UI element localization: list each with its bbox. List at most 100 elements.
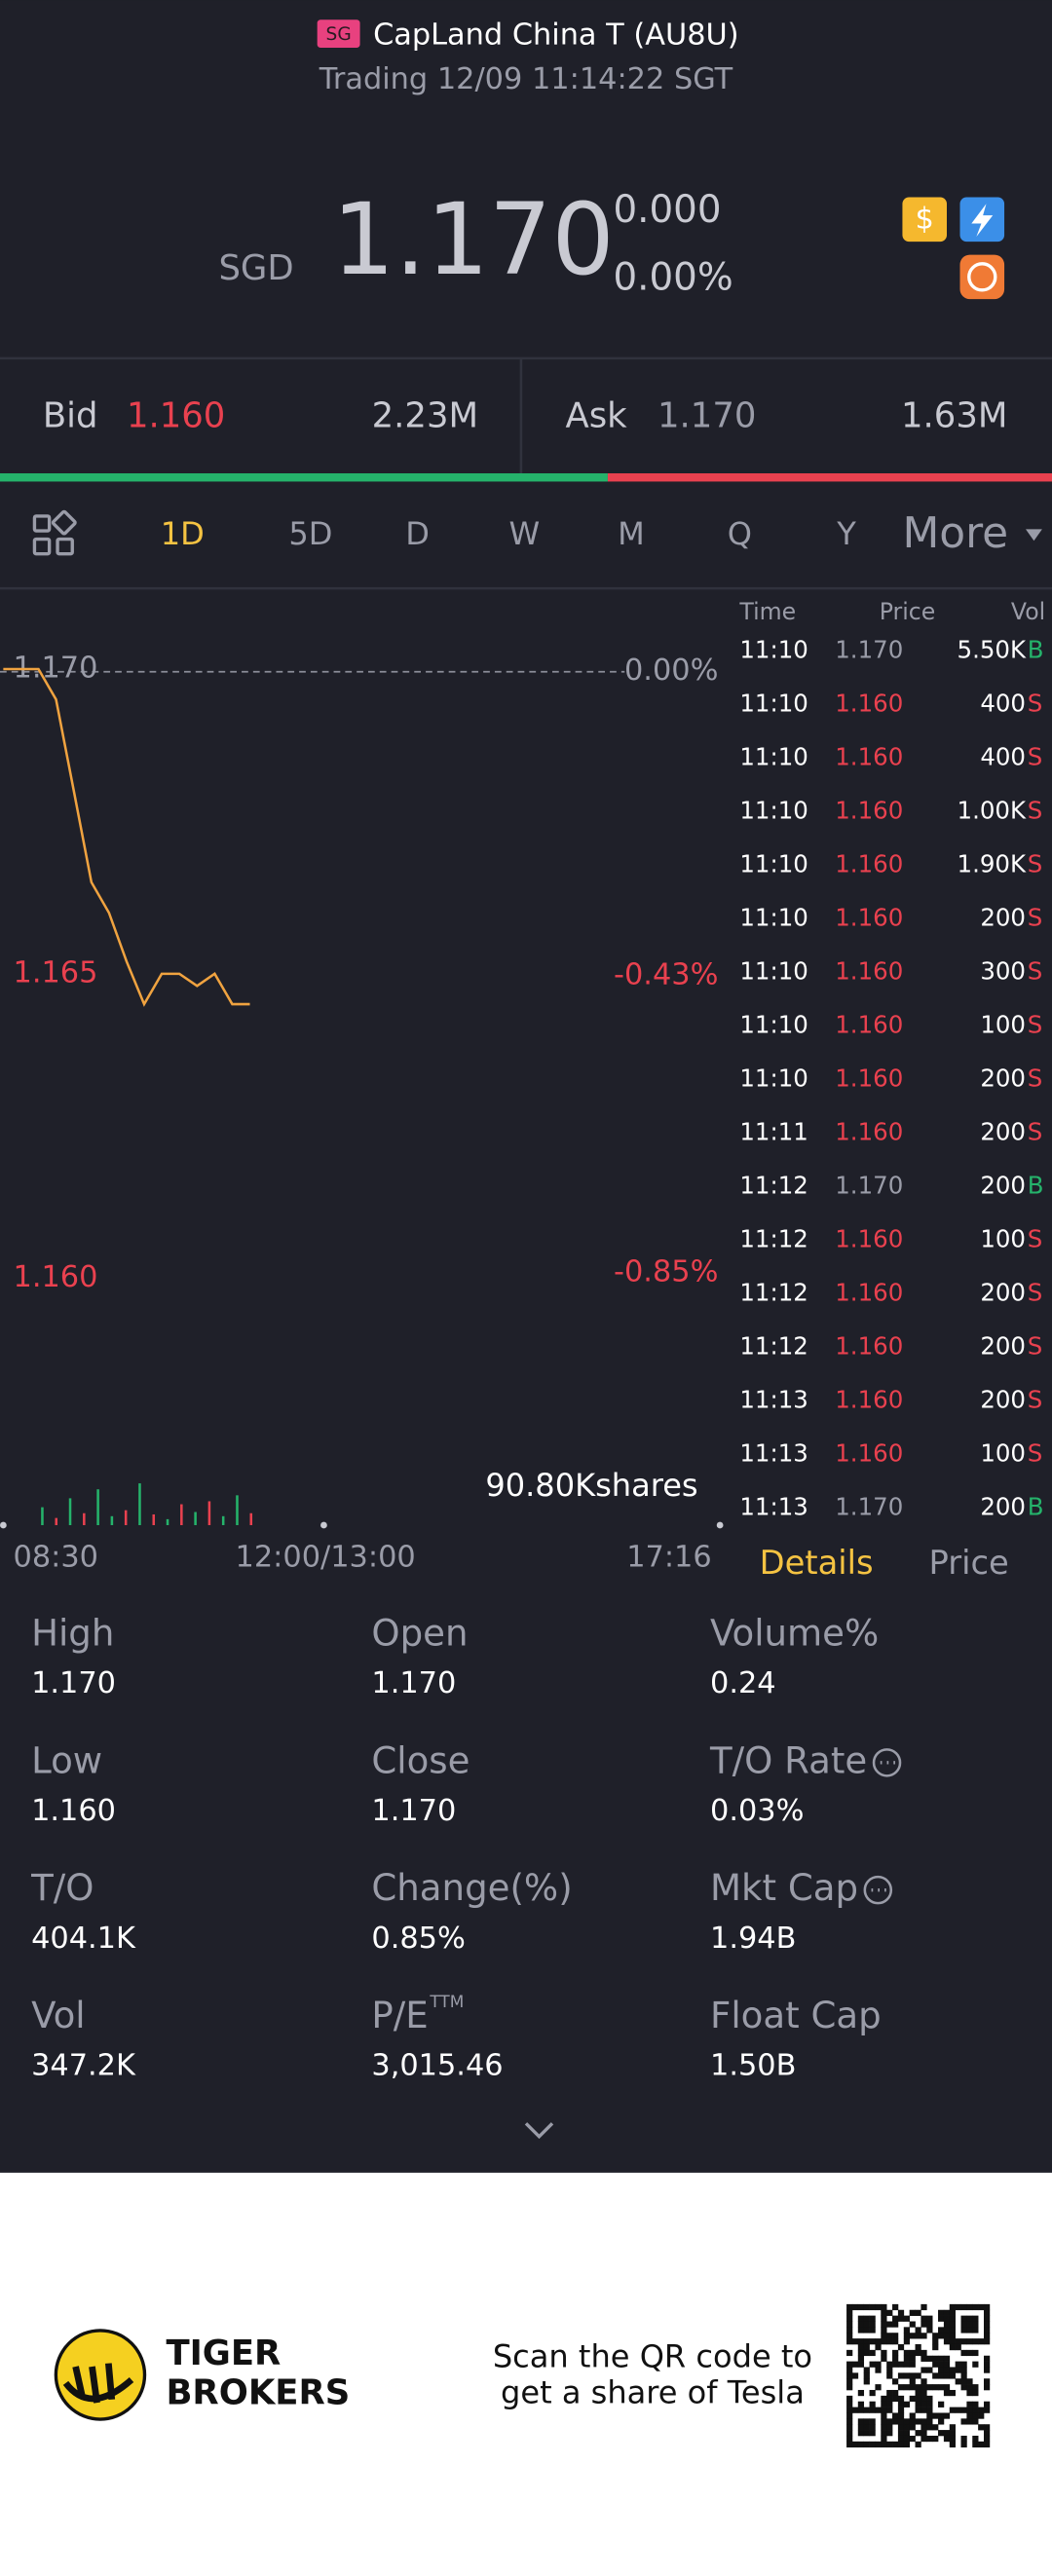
expand-chevron[interactable] [524, 2122, 554, 2140]
period-tab[interactable]: More [902, 508, 1008, 558]
qr-cell [846, 2321, 853, 2328]
detail-tab[interactable]: Details [760, 1544, 874, 1582]
qr-cell [915, 2430, 921, 2437]
qr-cell [920, 2333, 927, 2339]
period-tab[interactable]: 1D [161, 515, 205, 552]
qr-cell [857, 2338, 865, 2345]
trade-price: 1.160 [835, 849, 903, 877]
icon-option[interactable] [959, 254, 1005, 300]
qr-cell [909, 2333, 916, 2339]
qr-cell [881, 2303, 887, 2311]
volume-bar [180, 1504, 183, 1526]
qr-cell [903, 2418, 910, 2425]
qr-cell [869, 2441, 876, 2448]
qr-cell [915, 2418, 921, 2425]
qr-cell [920, 2401, 927, 2408]
qr-cell [897, 2395, 905, 2403]
qr-cell [846, 2327, 853, 2333]
qr-cell [903, 2315, 910, 2322]
qr-cell [881, 2412, 887, 2419]
qr-cell [863, 2303, 870, 2311]
period-tab[interactable]: Y [836, 515, 856, 552]
detail-value: 1.50B [710, 2049, 796, 2083]
qr-cell [960, 2378, 967, 2385]
trade-side: S [1028, 849, 1043, 877]
layout-icon[interactable] [32, 509, 77, 556]
qr-cell [949, 2343, 956, 2351]
qr-cell [851, 2303, 859, 2311]
qr-cell [966, 2338, 973, 2345]
qr-cell [892, 2321, 899, 2328]
qr-cell [869, 2418, 876, 2425]
price-line [3, 667, 250, 1007]
qr-cell [938, 2372, 945, 2379]
qr-cell [972, 2441, 979, 2448]
icon-glyph: $ [916, 203, 934, 237]
trade-vol: 200 [980, 1331, 1026, 1360]
period-tab[interactable]: 5D [288, 515, 332, 552]
qr-cell [881, 2321, 887, 2328]
y-tick-label: 1.160 [14, 1260, 98, 1294]
qr-cell [875, 2441, 882, 2448]
trade-time: 11:12 [739, 1278, 808, 1306]
qr-cell [897, 2435, 905, 2443]
qr-cell [857, 2389, 865, 2397]
qr-cell [892, 2349, 899, 2357]
qr-cell [886, 2333, 893, 2339]
qr-cell [972, 2321, 979, 2328]
qr-cell [972, 2327, 979, 2333]
qr-cell [960, 2315, 967, 2322]
trade-side: S [1028, 1331, 1043, 1360]
qr-cell [938, 2418, 945, 2425]
trade-price: 1.170 [835, 1171, 903, 1199]
qr-cell [881, 2355, 887, 2362]
stock-title: CapLand China T (AU8U) [373, 19, 739, 53]
info-icon[interactable] [863, 1875, 893, 1905]
qr-cell [949, 2407, 956, 2413]
qr-cell [960, 2407, 967, 2413]
qr-cell [846, 2407, 853, 2413]
trade-price: 1.160 [835, 1010, 903, 1038]
qr-cell [915, 2327, 921, 2333]
detail-label: High [31, 1613, 114, 1655]
period-tab[interactable]: W [508, 515, 540, 552]
qr-cell [920, 2418, 927, 2425]
info-icon[interactable] [872, 1748, 902, 1777]
qr-cell [984, 2424, 991, 2431]
trade-price: 1.160 [835, 1117, 903, 1145]
qr-cell [926, 2321, 933, 2328]
qr-cell [869, 2361, 876, 2368]
qr-cell [863, 2430, 870, 2437]
qr-cell [909, 2321, 916, 2328]
qr-cell [955, 2343, 961, 2351]
detail-value: 347.2K [31, 2049, 136, 2083]
qr-cell [978, 2338, 985, 2345]
qr-cell [966, 2384, 973, 2391]
trade-vol: 200 [980, 1117, 1026, 1145]
trade-time: 11:13 [739, 1492, 808, 1520]
bid-size: 2.23M [372, 396, 478, 436]
qr-cell [846, 2424, 853, 2431]
qr-cell [920, 2355, 927, 2362]
trade-price: 1.160 [835, 1278, 903, 1306]
qr-cell [984, 2333, 991, 2339]
qr-cell [863, 2327, 870, 2333]
period-tab[interactable]: D [405, 515, 430, 552]
promo: Scan the QR code to [493, 2338, 812, 2375]
qr-cell [915, 2401, 921, 2408]
period-tab[interactable]: Q [728, 515, 752, 552]
qr-cell [846, 2338, 853, 2345]
icon-dollar[interactable] [902, 197, 947, 243]
qr-cell [886, 2441, 893, 2448]
trade-vol: 300 [980, 956, 1026, 985]
qr-cell [932, 2435, 939, 2443]
volume-axis-label: 90.80Kshares [485, 1467, 697, 1504]
period-tab[interactable]: M [618, 515, 645, 552]
qr-cell [886, 2418, 893, 2425]
x-tick-label: 12:00/13:00 [236, 1540, 416, 1574]
qr-cell [949, 2441, 956, 2448]
qr-cell [851, 2361, 859, 2368]
trade-price: 1.160 [835, 1064, 903, 1092]
detail-tab[interactable]: Price [928, 1544, 1008, 1582]
detail-value: 1.170 [371, 1794, 456, 1828]
